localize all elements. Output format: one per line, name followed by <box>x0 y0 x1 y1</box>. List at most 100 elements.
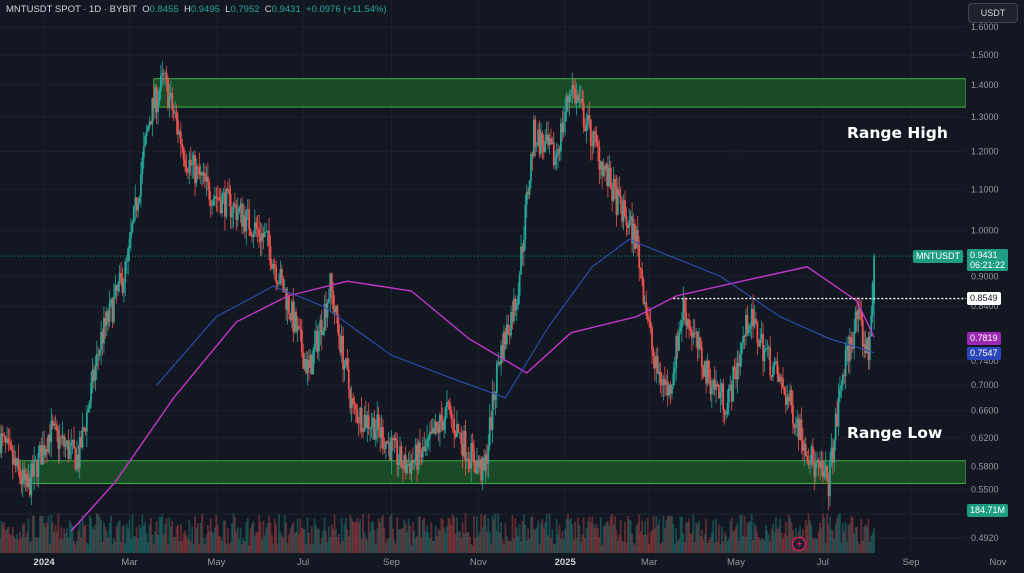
volume-bar <box>544 522 547 553</box>
candle-body <box>302 352 305 369</box>
volume-bar <box>345 517 347 553</box>
currency-button[interactable]: USDT <box>968 3 1018 23</box>
volume-bar <box>853 533 856 553</box>
volume-bar <box>817 531 820 553</box>
candle-body <box>138 196 141 203</box>
candle-body <box>319 319 322 332</box>
candle-body <box>487 445 490 464</box>
volume-bar <box>71 525 74 553</box>
volume-bar <box>122 524 125 553</box>
candle-body <box>661 383 663 386</box>
candle-body <box>823 471 826 478</box>
y-tick-label: 1.5000 <box>971 50 999 60</box>
volume-bar <box>323 517 326 553</box>
candle-body <box>857 309 860 320</box>
candle-body <box>507 324 510 334</box>
candle-body <box>187 171 189 173</box>
candle-body <box>772 366 774 377</box>
volume-bar <box>851 517 854 553</box>
candle-body <box>561 123 564 133</box>
volume-bar <box>844 522 847 553</box>
volume-bar <box>497 513 500 553</box>
volume-bar <box>447 517 450 553</box>
volume-bar <box>490 544 493 553</box>
candle-body <box>645 302 648 316</box>
candle-body <box>403 455 406 470</box>
volume-bar <box>604 525 606 553</box>
volume-bar <box>712 520 715 553</box>
volume-bar <box>662 515 665 553</box>
candle-body <box>326 302 329 318</box>
candle-body <box>702 367 705 377</box>
candle-body <box>201 172 204 176</box>
candle-body <box>437 425 440 433</box>
candle-body <box>679 327 682 332</box>
candle-body <box>651 327 653 350</box>
volume-bar <box>433 540 436 553</box>
candle-body <box>151 98 154 125</box>
volume-bar <box>81 515 84 553</box>
volume-bar <box>672 523 675 553</box>
volume-bar <box>471 544 474 553</box>
volume-bar <box>622 541 625 553</box>
volume-bar <box>424 531 427 553</box>
candle-body <box>571 85 574 95</box>
x-tick-label: May <box>207 557 225 568</box>
candle-body <box>826 466 829 480</box>
candle-body <box>619 195 622 204</box>
candle-body <box>310 355 313 375</box>
volume-bar <box>138 524 141 553</box>
candle-body <box>169 92 172 97</box>
volume-bar <box>263 535 266 553</box>
volume-bar <box>115 526 118 553</box>
volume-bar <box>376 528 379 553</box>
candle-body <box>14 458 17 467</box>
candle-body <box>0 433 3 454</box>
candle-body <box>282 278 285 293</box>
candle-body <box>359 407 362 423</box>
volume-bar <box>60 527 63 553</box>
candle-body <box>463 431 465 457</box>
candle-body <box>33 459 36 477</box>
x-tick-label: Jul <box>297 557 309 568</box>
volume-bar <box>669 515 672 553</box>
candle-body <box>490 417 493 430</box>
volume-bar <box>824 543 827 553</box>
volume-bar <box>346 528 349 553</box>
candle-body <box>484 454 487 471</box>
volume-bar <box>517 536 520 553</box>
volume-bar <box>87 544 90 553</box>
volume-bar <box>196 523 199 553</box>
candle-body <box>508 333 511 336</box>
volume-bar <box>151 534 154 553</box>
y-tick-label: 0.7400 <box>971 356 999 366</box>
volume-bar <box>461 522 464 553</box>
volume-bar <box>285 523 288 553</box>
x-tick-label: Jul <box>817 557 829 568</box>
volume-bar <box>514 518 517 553</box>
price-axis[interactable] <box>966 0 1024 573</box>
candle-body <box>780 377 783 379</box>
volume-bar <box>673 544 676 553</box>
candle-body <box>145 131 148 136</box>
volume-bar <box>505 536 508 553</box>
volume-bar <box>757 537 760 553</box>
candle-body <box>411 460 414 463</box>
last-price-tag[interactable]: 0.9431 06:21:22 <box>967 249 1009 271</box>
volume-bar <box>551 529 554 553</box>
volume-bar <box>335 528 337 553</box>
candle-body <box>763 349 766 362</box>
alert-icon[interactable] <box>791 536 807 552</box>
candle-body <box>658 371 661 374</box>
candle-body <box>591 145 594 147</box>
candle-body <box>850 336 853 346</box>
candle-body <box>233 203 236 205</box>
volume-bar <box>162 534 165 553</box>
level-tag[interactable]: 0.8549 <box>967 292 1001 305</box>
candle-body <box>117 283 120 291</box>
volume-bar <box>594 527 596 553</box>
volume-bar <box>14 538 17 553</box>
volume-bar <box>426 526 428 553</box>
volume-bar <box>382 514 384 553</box>
